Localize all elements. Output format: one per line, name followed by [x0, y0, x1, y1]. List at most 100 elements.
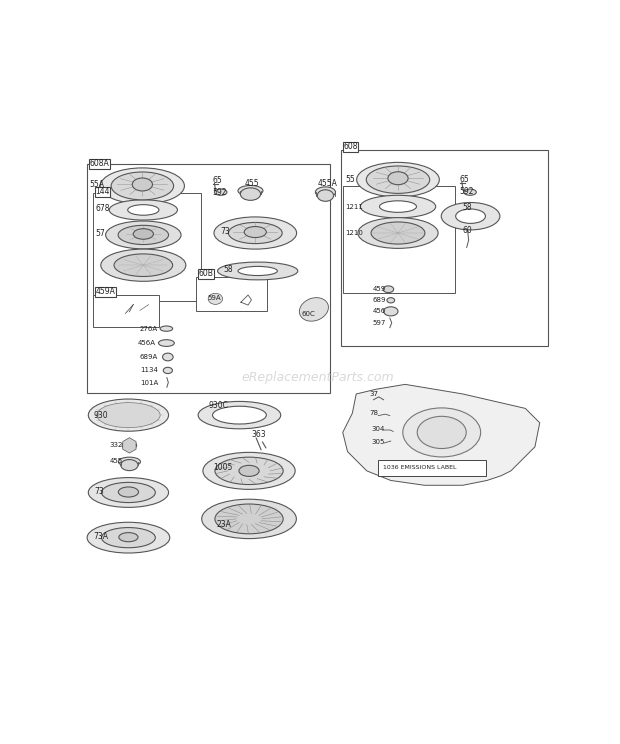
Ellipse shape: [202, 499, 296, 539]
Ellipse shape: [239, 465, 259, 476]
Ellipse shape: [464, 189, 476, 195]
Text: 304: 304: [371, 426, 385, 432]
Text: 55A: 55A: [89, 180, 105, 189]
Ellipse shape: [203, 452, 295, 490]
Text: 60C: 60C: [302, 311, 316, 317]
Text: 459A: 459A: [95, 287, 115, 296]
FancyBboxPatch shape: [378, 460, 486, 475]
Ellipse shape: [241, 187, 260, 200]
Text: eReplacementParts.com: eReplacementParts.com: [241, 371, 394, 384]
Ellipse shape: [403, 408, 480, 457]
Ellipse shape: [388, 172, 408, 185]
Text: 608A: 608A: [89, 159, 109, 168]
Ellipse shape: [102, 482, 156, 503]
Ellipse shape: [213, 406, 267, 424]
Ellipse shape: [163, 368, 172, 373]
Text: 455A: 455A: [317, 179, 338, 188]
Ellipse shape: [88, 478, 169, 507]
Ellipse shape: [299, 298, 329, 321]
Ellipse shape: [379, 201, 417, 212]
Ellipse shape: [132, 178, 153, 191]
Ellipse shape: [100, 168, 184, 204]
Text: 60B: 60B: [198, 269, 213, 278]
Text: 78: 78: [369, 410, 378, 416]
Bar: [341, 150, 548, 346]
Text: 65: 65: [459, 175, 469, 185]
Text: 592: 592: [212, 187, 226, 196]
Text: 456: 456: [373, 308, 386, 314]
Text: 1134: 1134: [140, 368, 158, 373]
Text: 101A: 101A: [140, 380, 158, 386]
Text: 55: 55: [345, 175, 355, 185]
Ellipse shape: [238, 185, 263, 196]
Text: 305: 305: [371, 439, 385, 445]
Ellipse shape: [101, 249, 186, 281]
Text: 58: 58: [462, 203, 472, 212]
Text: 1211: 1211: [345, 204, 363, 210]
Text: 37: 37: [369, 391, 378, 397]
Polygon shape: [343, 385, 540, 485]
Bar: [343, 187, 454, 293]
Ellipse shape: [97, 403, 160, 428]
Text: 597: 597: [373, 320, 386, 326]
Ellipse shape: [441, 202, 500, 230]
Ellipse shape: [360, 195, 436, 218]
Ellipse shape: [215, 457, 283, 484]
Text: 689: 689: [373, 298, 386, 304]
Text: 930C: 930C: [208, 401, 228, 410]
Text: 73A: 73A: [94, 532, 108, 541]
Ellipse shape: [215, 189, 227, 195]
Ellipse shape: [384, 307, 398, 316]
Ellipse shape: [118, 487, 138, 497]
Text: 58: 58: [223, 265, 232, 274]
Ellipse shape: [162, 353, 173, 361]
Text: 332: 332: [109, 443, 123, 449]
Ellipse shape: [238, 266, 277, 275]
Text: 59A: 59A: [207, 295, 221, 301]
Text: 689A: 689A: [140, 354, 158, 360]
Ellipse shape: [317, 190, 334, 202]
Ellipse shape: [387, 298, 395, 303]
Text: 65: 65: [212, 176, 222, 185]
Ellipse shape: [218, 262, 298, 280]
Text: 23A: 23A: [217, 520, 232, 529]
Ellipse shape: [133, 228, 153, 240]
Ellipse shape: [119, 533, 138, 542]
Text: 1036 EMISSIONS LABEL: 1036 EMISSIONS LABEL: [383, 466, 456, 470]
Ellipse shape: [109, 200, 177, 220]
Text: 60: 60: [463, 226, 472, 235]
Ellipse shape: [456, 209, 485, 223]
Bar: [93, 295, 159, 327]
Bar: [87, 164, 330, 393]
Ellipse shape: [228, 222, 282, 243]
Text: 73: 73: [94, 487, 104, 496]
Ellipse shape: [118, 225, 169, 245]
Ellipse shape: [128, 205, 159, 215]
Text: 1210: 1210: [345, 230, 363, 236]
Bar: [196, 277, 267, 311]
Ellipse shape: [198, 402, 281, 429]
Ellipse shape: [214, 217, 296, 249]
Text: 592: 592: [459, 187, 474, 196]
Ellipse shape: [383, 286, 394, 292]
Text: 455: 455: [109, 458, 122, 464]
Ellipse shape: [121, 460, 138, 471]
Ellipse shape: [114, 254, 172, 277]
Ellipse shape: [88, 399, 169, 432]
Ellipse shape: [160, 326, 172, 331]
Ellipse shape: [366, 166, 430, 193]
Ellipse shape: [122, 441, 136, 450]
Ellipse shape: [417, 417, 466, 449]
Ellipse shape: [111, 172, 174, 200]
Ellipse shape: [87, 522, 170, 553]
Text: 73: 73: [221, 227, 231, 236]
Text: 455: 455: [244, 179, 259, 188]
Text: 276A: 276A: [140, 326, 158, 332]
Ellipse shape: [105, 221, 181, 248]
Text: 608: 608: [343, 142, 358, 151]
Text: 57: 57: [95, 229, 105, 239]
Ellipse shape: [159, 340, 174, 347]
Ellipse shape: [316, 187, 335, 197]
Ellipse shape: [215, 504, 283, 533]
Text: 363: 363: [252, 430, 266, 439]
